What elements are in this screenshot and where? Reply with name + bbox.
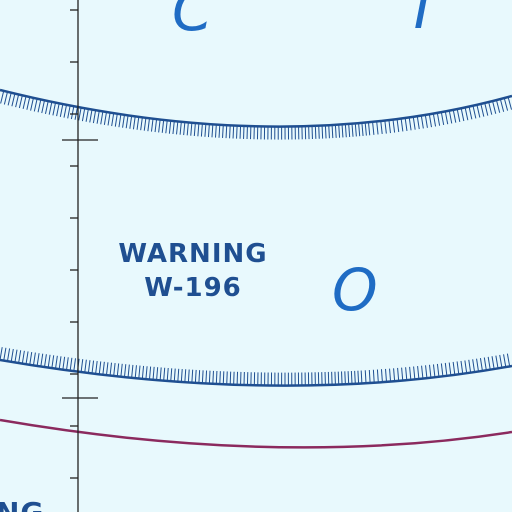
route-line: [0, 418, 512, 449]
upper-boundary-line: [0, 88, 512, 128]
upper-boundary-hatch: [0, 90, 512, 140]
longitude-tick-line: [62, 0, 98, 512]
lower-boundary-arc: [0, 347, 512, 387]
big-letter-top-left: C: [172, 0, 213, 44]
big-letter-top-right: T: [405, 0, 445, 42]
tick-marks: [70, 9, 78, 479]
warning-title: WARNING: [118, 239, 267, 269]
partial-label: NG: [0, 496, 44, 512]
lower-boundary-hatch: [0, 347, 511, 386]
warning-designator: W-196: [144, 273, 242, 303]
upper-boundary-arc: [0, 88, 512, 140]
big-letter-center: O: [332, 256, 378, 324]
